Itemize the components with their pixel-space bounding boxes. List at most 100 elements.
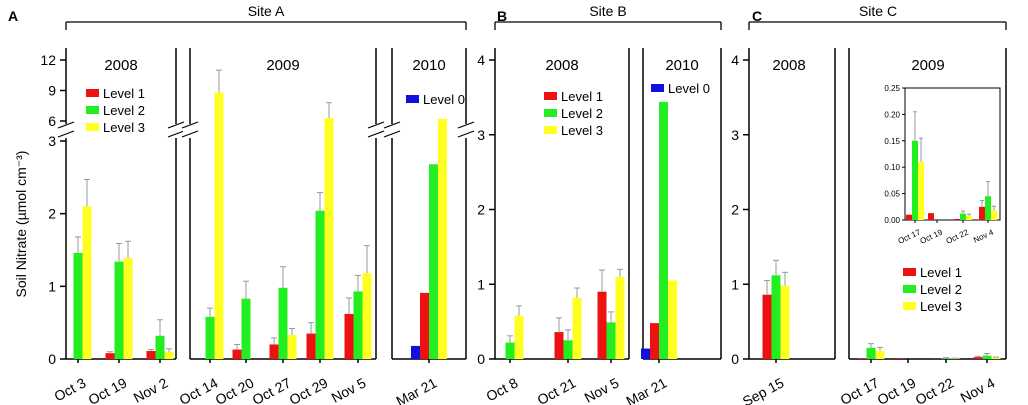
bar-level-3: [164, 351, 174, 359]
error-bar: [364, 245, 370, 274]
error-bar: [993, 356, 999, 358]
year-label: 2010: [665, 57, 698, 74]
legend-label-level-2: Level 2: [561, 106, 603, 121]
legend: Level 0: [406, 92, 465, 107]
inset-error-bar: [980, 199, 984, 207]
x-tick-label: Nov 5: [329, 374, 369, 405]
bar-level-2: [606, 322, 616, 359]
year-label: 2008: [772, 57, 805, 74]
legend-swatch-level-1: [903, 268, 916, 276]
inset-x-tick-label: Oct 19: [919, 227, 945, 245]
legend: Level 1 Level 2 Level 3: [86, 86, 145, 135]
x-tick-label: Oct 19: [874, 374, 918, 405]
axis-break-slash: [367, 121, 385, 129]
y-tick-label: 0: [48, 351, 56, 367]
error-bar: [326, 102, 332, 118]
bar-level-2: [659, 101, 668, 360]
y-axis-title: Soil Nitrate (µmol cm⁻³): [13, 151, 29, 298]
error-bar: [346, 297, 352, 314]
x-tick-label: Oct 27: [249, 374, 293, 405]
y-tick-label: 9: [48, 83, 56, 99]
legend-label-level-2: Level 2: [920, 282, 962, 297]
inset-bar-level-3: [966, 215, 972, 220]
y-tick-label: 2: [477, 202, 485, 218]
bar-level-2: [941, 358, 951, 359]
bar-level-2: [155, 335, 165, 359]
y-tick-label: 2: [48, 206, 56, 222]
error-bar: [773, 259, 779, 276]
error-bar: [574, 287, 580, 298]
y-tick-label: 4: [477, 52, 485, 68]
bar-level-1: [146, 351, 156, 359]
x-tick-label: Oct 3: [51, 374, 88, 404]
bar-level-1: [105, 353, 115, 359]
error-bar: [116, 242, 122, 262]
legend-swatch-level-2: [86, 106, 99, 114]
inset-y-tick-label: 0.25: [884, 84, 900, 93]
inset-y-tick-label: 0.20: [884, 110, 900, 119]
error-bar: [984, 353, 990, 356]
legend-swatch-level-1: [86, 89, 99, 97]
y-tick-label: 1: [48, 278, 56, 294]
bar-level-1: [306, 333, 316, 359]
x-tick-label: Nov 4: [958, 374, 998, 405]
inset-bar-level-1: [906, 214, 912, 220]
legend-label-level-1: Level 1: [561, 89, 603, 104]
bar-level-2: [866, 347, 876, 359]
bar-level-3: [287, 335, 297, 359]
bar-level-1: [232, 349, 242, 359]
x-tick-label: Oct 21: [534, 374, 578, 405]
error-bar: [234, 343, 240, 350]
y-axis-break: [57, 121, 75, 138]
error-bar: [764, 280, 770, 295]
inset-error-bar: [919, 137, 923, 162]
bar-level-3: [82, 206, 92, 359]
axis-break-slash: [457, 121, 475, 129]
bar-level-2: [353, 291, 363, 359]
error-bar: [125, 240, 131, 258]
axis-break-gap: [183, 124, 197, 138]
legend-swatch-level-2: [544, 109, 557, 117]
error-bar: [355, 274, 361, 292]
bar-level-2: [429, 164, 438, 359]
x-tick-label: Nov 2: [131, 374, 171, 405]
x-tick-label: Oct 8: [483, 374, 520, 404]
bar-level-1: [420, 292, 429, 359]
x-tick-label: Oct 19: [85, 374, 129, 405]
error-bar: [148, 349, 154, 352]
inset-bar-level-1: [979, 206, 985, 220]
axis-break-gap: [459, 124, 473, 138]
year-label: 2010: [412, 57, 445, 74]
inset-x-tick-label: Nov 4: [972, 227, 995, 244]
bar-level-1: [344, 313, 354, 359]
bar-level-3: [615, 276, 625, 359]
x-tick-label: Oct 20: [212, 374, 256, 405]
error-bar: [556, 317, 562, 333]
legend-label-level-1: Level 1: [103, 86, 145, 101]
legend-label-level-3: Level 3: [103, 120, 145, 135]
inset-error-bar: [967, 213, 971, 216]
axis-break-slash: [167, 121, 185, 129]
axis-break-slash: [383, 121, 401, 129]
panel-letter: A: [8, 8, 18, 24]
legend-label-level-2: Level 2: [103, 103, 145, 118]
bar-level-2: [114, 261, 124, 359]
bar-level-1: [973, 357, 983, 359]
bar-level-3: [324, 117, 334, 359]
axis-break-slash: [181, 130, 199, 138]
legend-label-level-3: Level 3: [920, 299, 962, 314]
bar-level-1: [269, 344, 279, 359]
y-tick-label: 0: [731, 351, 739, 367]
legend-swatch-level-0: [406, 95, 419, 103]
axis-break: [457, 121, 475, 138]
legend: Level 0: [651, 81, 710, 96]
site-label: Site A: [248, 3, 285, 19]
legend-label-level-1: Level 1: [920, 265, 962, 280]
bar-level-2: [315, 210, 325, 359]
legend: Level 1 Level 2 Level 3: [544, 89, 603, 138]
inset-error-bar: [913, 111, 917, 141]
inset-y-tick-label: 0.10: [884, 163, 900, 172]
axis-break-gap: [169, 124, 183, 138]
error-bar: [565, 329, 571, 341]
bar-level-1: [597, 291, 607, 359]
